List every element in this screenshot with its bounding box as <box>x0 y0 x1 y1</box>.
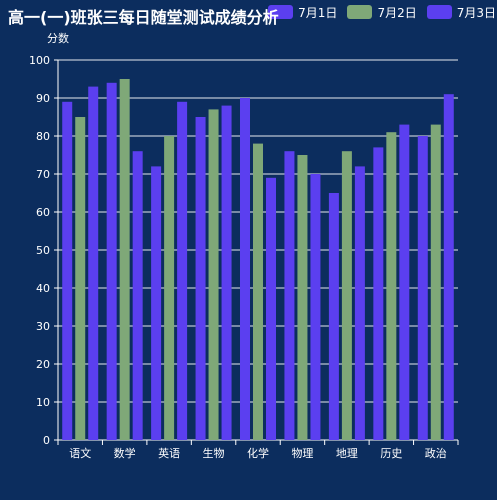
bar[interactable] <box>164 136 175 440</box>
y-tick-label: 90 <box>36 92 50 105</box>
bar[interactable] <box>177 101 188 441</box>
y-tick-label: 50 <box>36 244 50 257</box>
bar[interactable] <box>430 124 441 440</box>
legend-label: 7月1日 <box>298 5 338 20</box>
bar[interactable] <box>328 193 339 440</box>
x-tick-label: 历史 <box>380 447 402 460</box>
bar[interactable] <box>297 155 308 440</box>
bar[interactable] <box>373 147 384 440</box>
chart-legend: 7月1日 7月2日 7月3日 <box>258 4 496 20</box>
bar[interactable] <box>253 143 263 440</box>
bar[interactable] <box>195 117 206 440</box>
bar[interactable] <box>266 177 276 441</box>
x-tick-label: 语文 <box>69 446 91 460</box>
y-tick-label: 60 <box>36 206 50 219</box>
y-tick-label: 0 <box>43 434 50 447</box>
x-tick-label: 化学 <box>247 446 269 460</box>
x-tick-label: 物理 <box>291 446 313 460</box>
right-edge-strip <box>497 0 500 500</box>
x-tick-label: 数学 <box>114 446 136 460</box>
bar[interactable] <box>132 151 143 440</box>
y-tick-label: 80 <box>36 130 50 143</box>
bar[interactable] <box>417 136 428 440</box>
legend-label: 7月3日 <box>456 5 496 20</box>
y-tick-label: 30 <box>36 320 50 333</box>
x-tick-label: 生物 <box>203 446 225 460</box>
x-tick-label: 政治 <box>425 446 447 460</box>
legend-swatch <box>426 5 452 19</box>
bar[interactable] <box>208 109 219 441</box>
chart-title: 高一(一)班张三每日随堂测试成绩分析 <box>8 8 279 27</box>
x-tick-label: 地理 <box>336 447 358 460</box>
legend-swatch <box>347 5 373 19</box>
bar[interactable] <box>119 79 130 440</box>
bar[interactable] <box>88 86 99 440</box>
bar[interactable] <box>106 82 117 441</box>
y-tick-label: 70 <box>36 168 50 181</box>
bar[interactable] <box>151 166 162 440</box>
bar[interactable] <box>62 101 73 441</box>
y-tick-label: 40 <box>36 282 50 295</box>
bar[interactable] <box>240 98 250 440</box>
y-tick-label: 20 <box>36 358 50 371</box>
bar[interactable] <box>341 151 352 440</box>
bar[interactable] <box>443 94 454 440</box>
y-axis-label: 分数 <box>47 32 69 45</box>
bar[interactable] <box>284 151 295 440</box>
legend-item[interactable]: 7月3日 <box>426 4 496 21</box>
legend-swatch <box>268 5 294 19</box>
legend-label: 7月2日 <box>377 5 417 20</box>
y-tick-label: 10 <box>36 396 50 409</box>
bar[interactable] <box>75 117 86 440</box>
bar[interactable] <box>310 174 321 440</box>
x-tick-label: 英语 <box>158 446 180 460</box>
bar[interactable] <box>399 124 410 440</box>
legend-item[interactable]: 7月2日 <box>347 4 417 21</box>
bar[interactable] <box>221 105 232 440</box>
y-tick-label: 100 <box>29 54 50 67</box>
bar[interactable] <box>354 166 365 440</box>
bar[interactable] <box>386 132 397 440</box>
legend-item[interactable]: 7月1日 <box>268 4 337 21</box>
